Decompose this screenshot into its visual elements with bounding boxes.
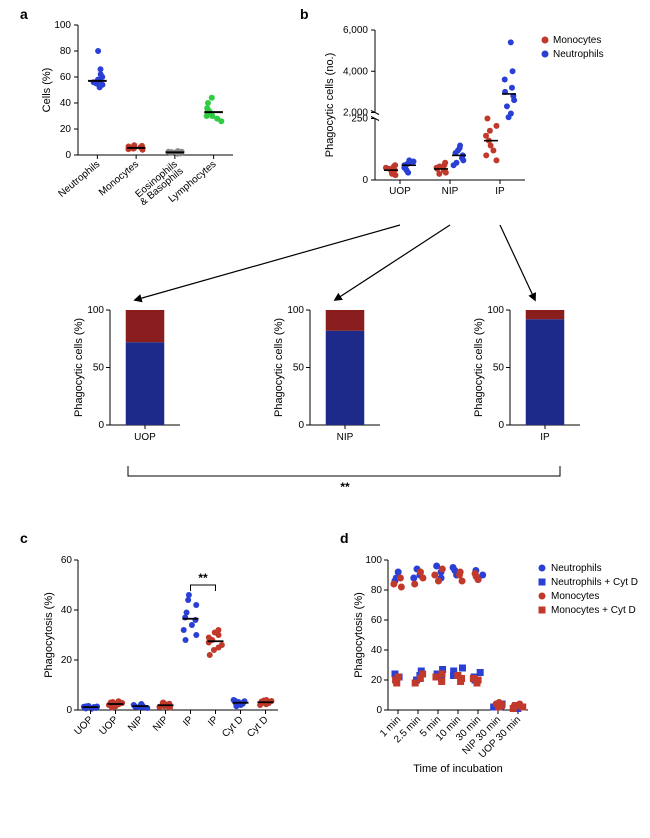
panel-b-chart: 02502,0004,0006,000Phagocytic cells (no.… — [320, 20, 620, 220]
panel-label-b: b — [300, 6, 309, 22]
svg-text:0: 0 — [362, 175, 368, 186]
svg-text:0: 0 — [65, 150, 71, 161]
panel-label-d: d — [340, 530, 349, 546]
svg-text:80: 80 — [60, 46, 72, 57]
panel-c-chart: 0204060Phagocytosis (%)UOPUOPNIPNIPIPIPC… — [40, 550, 300, 810]
svg-text:Time of incubation: Time of incubation — [413, 763, 502, 775]
figure-root: a b c d 0 20 40 60 80 100 Cells (%) Neutrophils… — [0, 0, 650, 838]
svg-text:Neutrophils + Cyt D: Neutrophils + Cyt D — [551, 577, 638, 588]
svg-text:Cyt D: Cyt D — [245, 714, 270, 739]
svg-text:**: ** — [198, 571, 208, 585]
svg-text:UOP: UOP — [73, 714, 96, 737]
svg-text:Monocytes + Cyt D: Monocytes + Cyt D — [551, 605, 636, 616]
panel-b-arrows — [40, 225, 620, 305]
svg-text:0: 0 — [66, 705, 72, 716]
panel-a-chart: 020406080100Cells (%)NeutrophilsMonocyte… — [40, 20, 260, 230]
svg-text:NIP: NIP — [442, 186, 459, 197]
svg-text:100: 100 — [87, 305, 104, 316]
svg-text:0: 0 — [376, 705, 382, 716]
svg-text:UOP: UOP — [98, 714, 121, 737]
sub-bar-ip: 0 50 100Phagocytic cells (%) IP — [470, 305, 620, 455]
svg-text:Phagocytic cells (%): Phagocytic cells (%) — [273, 318, 285, 417]
svg-text:Neutrophils: Neutrophils — [553, 49, 604, 60]
svg-text:60: 60 — [371, 615, 383, 626]
svg-text:NIP: NIP — [151, 714, 171, 734]
panel-label-c: c — [20, 530, 28, 546]
svg-text:IP: IP — [495, 186, 505, 197]
svg-text:0: 0 — [498, 420, 504, 431]
svg-text:Cyt D: Cyt D — [220, 714, 245, 739]
svg-text:80: 80 — [371, 585, 383, 596]
svg-text:NIP: NIP — [126, 714, 146, 734]
svg-text:Phagocytosis (%): Phagocytosis (%) — [353, 592, 365, 678]
svg-text:UOP: UOP — [389, 186, 411, 197]
svg-text:0: 0 — [298, 420, 304, 431]
svg-text:Phagocytic cells (%): Phagocytic cells (%) — [73, 318, 85, 417]
svg-text:20: 20 — [371, 675, 383, 686]
svg-text:40: 40 — [371, 645, 383, 656]
svg-text:IP: IP — [540, 432, 550, 443]
svg-text:Phagocytic cells (%): Phagocytic cells (%) — [473, 318, 485, 417]
svg-text:Phagocytosis (%): Phagocytosis (%) — [43, 592, 55, 678]
svg-text:100: 100 — [365, 555, 382, 566]
svg-text:Monocytes: Monocytes — [551, 591, 599, 602]
svg-text:100: 100 — [487, 305, 504, 316]
svg-text:NIP: NIP — [337, 432, 354, 443]
panel-label-a: a — [20, 6, 28, 22]
svg-text:IP: IP — [181, 714, 196, 729]
svg-text:UOP: UOP — [134, 432, 156, 443]
svg-text:Neutrophils: Neutrophils — [56, 159, 102, 200]
svg-text:50: 50 — [93, 363, 105, 374]
svg-text:60: 60 — [61, 555, 73, 566]
svg-text:6,000: 6,000 — [343, 25, 368, 36]
svg-text:50: 50 — [293, 363, 305, 374]
svg-text:50: 50 — [493, 363, 505, 374]
svg-text:20: 20 — [60, 124, 72, 135]
sub-bar-nip: 0 50 100Phagocytic cells (%) NIP — [270, 305, 420, 455]
svg-text:0: 0 — [98, 420, 104, 431]
svg-text:**: ** — [340, 480, 350, 494]
svg-text:60: 60 — [60, 72, 72, 83]
sig-bracket: ** — [70, 458, 620, 498]
svg-text:Cells (%): Cells (%) — [41, 68, 53, 113]
svg-text:20: 20 — [61, 655, 73, 666]
svg-text:4,000: 4,000 — [343, 66, 368, 77]
svg-text:40: 40 — [61, 605, 73, 616]
svg-text:100: 100 — [287, 305, 304, 316]
panel-d-chart: 020406080100Phagocytosis (%)1 min2.5 min… — [350, 550, 640, 820]
svg-text:40: 40 — [60, 98, 72, 109]
sub-bar-uop: 0 50 100Phagocytic cells (%) UOP — [70, 305, 220, 455]
svg-text:IP: IP — [206, 714, 221, 729]
svg-text:Monocytes: Monocytes — [553, 35, 601, 46]
svg-text:100: 100 — [54, 20, 71, 31]
svg-text:Phagocytic cells (no.): Phagocytic cells (no.) — [324, 53, 336, 158]
svg-text:Neutrophils: Neutrophils — [551, 563, 602, 574]
svg-text:2,000: 2,000 — [343, 108, 368, 119]
